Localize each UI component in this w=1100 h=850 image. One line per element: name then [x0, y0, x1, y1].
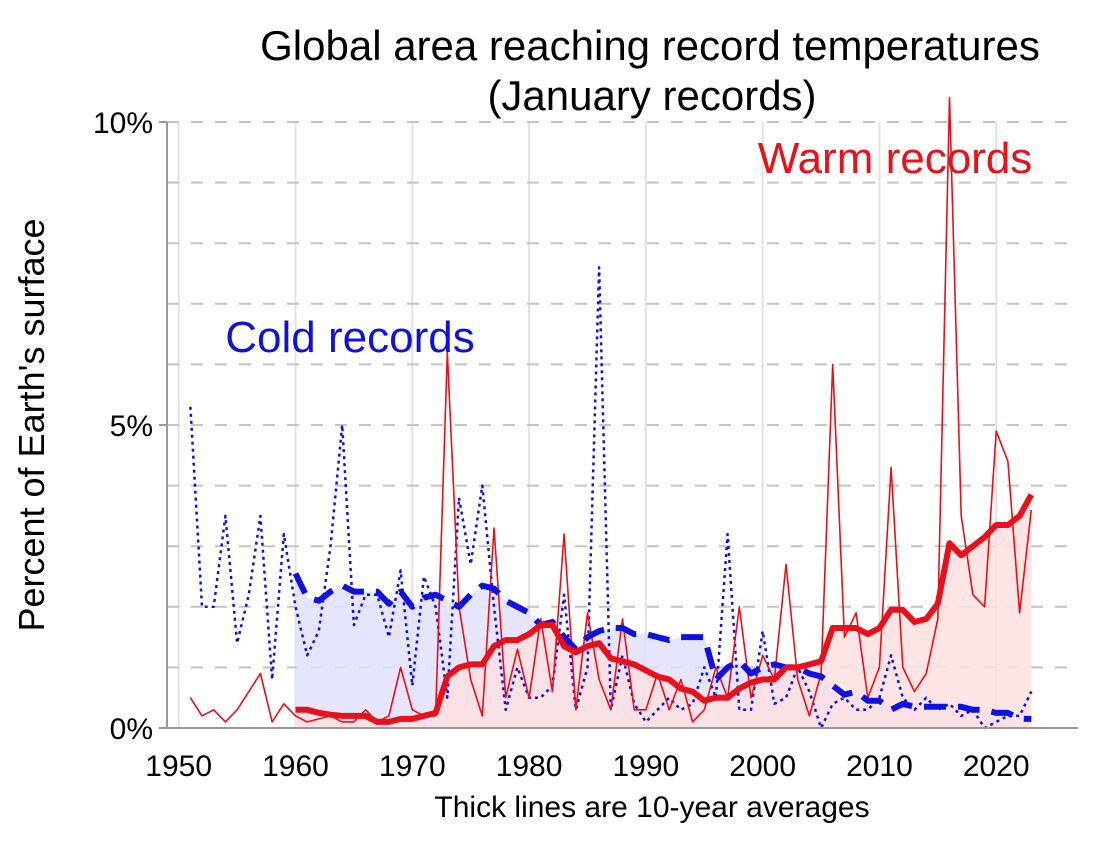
x-tick-label: 2020: [963, 750, 1030, 783]
annotation-cold-records: Cold records: [225, 313, 474, 362]
y-axis-label: Percent of Earth's surface: [11, 218, 52, 631]
x-tick-label: 1960: [262, 750, 329, 783]
area-fills: [295, 494, 1032, 728]
x-tick-label: 1990: [612, 750, 679, 783]
x-tick-label: 2010: [846, 750, 913, 783]
x-tick-label: 1980: [496, 750, 563, 783]
axes: [159, 121, 1078, 729]
annotation-warm-records: Warm records: [758, 134, 1033, 183]
y-tick-label: 0%: [110, 713, 153, 746]
x-tick-label: 1970: [379, 750, 446, 783]
tick-labels: 1950 1960 1970 1980 1990 2000 2010 2020 0% 5% 10%: [93, 107, 1030, 783]
warm-records-area: [295, 494, 1032, 728]
x-tick-label: 2000: [729, 750, 796, 783]
cold-records-annual-line: [189, 266, 1033, 730]
y-tick-label: 10%: [93, 107, 153, 140]
x-tick-label: 1950: [145, 750, 212, 783]
chart-subtitle: (January records): [487, 72, 816, 119]
warm-records-average-line: [295, 493, 1034, 725]
chart-title: Global area reaching record temperatures: [260, 22, 1040, 69]
cold-records-average-line: [292, 572, 1032, 722]
y-tick-label: 5%: [110, 410, 153, 443]
x-axis-label: Thick lines are 10-year averages: [434, 791, 869, 824]
series-lines: [189, 97, 1034, 730]
